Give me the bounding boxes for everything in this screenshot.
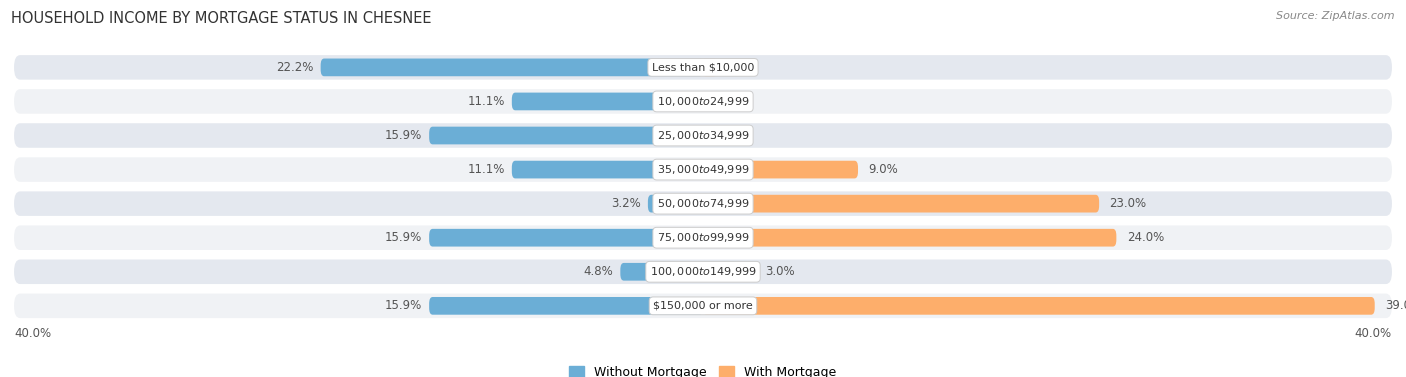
FancyBboxPatch shape (703, 297, 1375, 315)
Text: 9.0%: 9.0% (869, 163, 898, 176)
Text: 15.9%: 15.9% (385, 299, 422, 313)
FancyBboxPatch shape (14, 192, 1392, 216)
FancyBboxPatch shape (14, 123, 1392, 148)
Text: 3.2%: 3.2% (612, 197, 641, 210)
FancyBboxPatch shape (14, 89, 1392, 114)
FancyBboxPatch shape (321, 58, 703, 76)
FancyBboxPatch shape (703, 127, 717, 144)
Text: $25,000 to $34,999: $25,000 to $34,999 (657, 129, 749, 142)
Legend: Without Mortgage, With Mortgage: Without Mortgage, With Mortgage (564, 361, 842, 377)
Text: Source: ZipAtlas.com: Source: ZipAtlas.com (1277, 11, 1395, 21)
Text: 39.0%: 39.0% (1385, 299, 1406, 313)
Text: 0.0%: 0.0% (724, 129, 754, 142)
Text: $10,000 to $24,999: $10,000 to $24,999 (657, 95, 749, 108)
Text: 4.8%: 4.8% (583, 265, 613, 278)
Text: 3.0%: 3.0% (765, 265, 794, 278)
FancyBboxPatch shape (14, 55, 1392, 80)
Text: 11.1%: 11.1% (468, 163, 505, 176)
Text: $150,000 or more: $150,000 or more (654, 301, 752, 311)
Text: 15.9%: 15.9% (385, 129, 422, 142)
Text: 23.0%: 23.0% (1109, 197, 1147, 210)
FancyBboxPatch shape (703, 195, 1099, 213)
Text: HOUSEHOLD INCOME BY MORTGAGE STATUS IN CHESNEE: HOUSEHOLD INCOME BY MORTGAGE STATUS IN C… (11, 11, 432, 26)
Text: 0.0%: 0.0% (724, 95, 754, 108)
FancyBboxPatch shape (429, 297, 703, 315)
Text: 40.0%: 40.0% (14, 327, 51, 340)
FancyBboxPatch shape (14, 294, 1392, 318)
FancyBboxPatch shape (14, 225, 1392, 250)
Text: 11.1%: 11.1% (468, 95, 505, 108)
FancyBboxPatch shape (703, 93, 717, 110)
Text: 40.0%: 40.0% (1355, 327, 1392, 340)
Text: 24.0%: 24.0% (1126, 231, 1164, 244)
FancyBboxPatch shape (703, 58, 717, 76)
Text: 0.0%: 0.0% (724, 61, 754, 74)
Text: 22.2%: 22.2% (277, 61, 314, 74)
FancyBboxPatch shape (512, 161, 703, 178)
Text: $35,000 to $49,999: $35,000 to $49,999 (657, 163, 749, 176)
FancyBboxPatch shape (512, 93, 703, 110)
FancyBboxPatch shape (703, 161, 858, 178)
FancyBboxPatch shape (620, 263, 703, 280)
FancyBboxPatch shape (14, 157, 1392, 182)
Text: $75,000 to $99,999: $75,000 to $99,999 (657, 231, 749, 244)
Text: Less than $10,000: Less than $10,000 (652, 62, 754, 72)
Text: $50,000 to $74,999: $50,000 to $74,999 (657, 197, 749, 210)
Text: $100,000 to $149,999: $100,000 to $149,999 (650, 265, 756, 278)
FancyBboxPatch shape (703, 263, 755, 280)
FancyBboxPatch shape (648, 195, 703, 213)
FancyBboxPatch shape (703, 229, 1116, 247)
FancyBboxPatch shape (429, 229, 703, 247)
Text: 15.9%: 15.9% (385, 231, 422, 244)
FancyBboxPatch shape (14, 259, 1392, 284)
FancyBboxPatch shape (429, 127, 703, 144)
